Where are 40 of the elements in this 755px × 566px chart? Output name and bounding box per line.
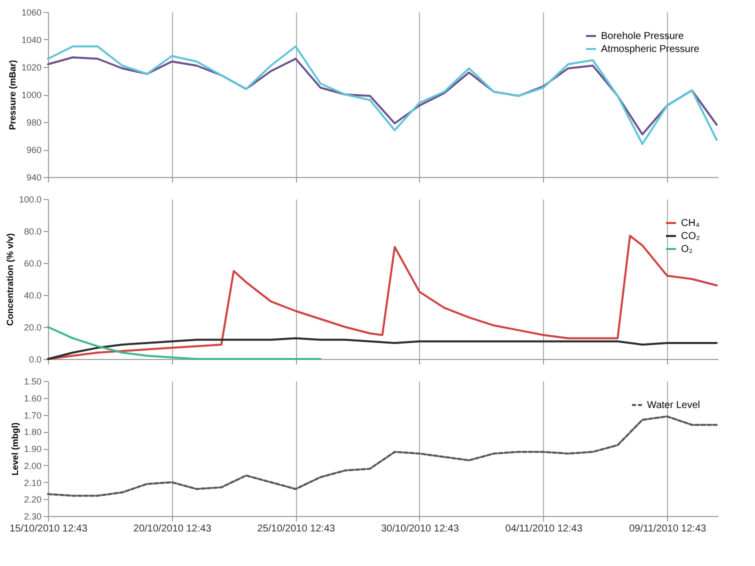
y-axis-title: Pressure (mBar) [7,60,18,130]
y-tick-label: 80.0 [24,226,42,236]
y-axis-title: Concentration (% v/v) [4,233,15,326]
x-tick-label: 25/10/2010 12:43 [257,524,336,534]
y-tick-label: 2.20 [24,494,42,505]
legend-label: Atmospheric Pressure [601,44,700,55]
y-tick-label: 1000 [21,90,42,100]
y-tick-label: 1.80 [24,427,42,438]
x-tick-label: 15/10/2010 12:43 [10,524,88,534]
line-series [47,326,322,360]
y-axis-title: Level (mbgl) [10,422,20,476]
y-tick-label: 60.0 [24,258,42,268]
x-tick-label: 30/10/2010 12:43 [381,524,460,534]
y-tick-label: 1040 [21,35,42,45]
line-series [47,415,718,497]
legend-label: Borehole Pressure [601,31,684,42]
y-tick-label: 1060 [21,8,42,18]
legend-label: CO₂ [681,231,700,242]
y-tick-label: 100.0 [18,194,42,204]
y-tick-label: 2.30 [24,512,42,522]
x-tick-label: 09/11/2010 12:43 [629,524,707,534]
legend-label: O₂ [681,244,693,255]
y-tick-label: 0.0 [28,354,42,364]
y-tick-label: 40.0 [24,290,42,300]
x-tick-label: 04/11/2010 12:43 [505,524,583,534]
y-tick-label: 1.70 [24,410,42,420]
y-tick-label: 2.00 [24,460,42,471]
y-tick-label: 1020 [21,62,42,72]
y-tick-label: 20.0 [24,322,42,332]
line-series [47,45,718,145]
x-tick-label: 20/10/2010 12:43 [133,524,212,534]
legend-label: Water Level [647,400,700,411]
legend-label: CH₄ [681,218,700,229]
y-tick-label: 1.90 [24,444,42,454]
y-tick-label: 2.10 [24,478,42,488]
y-tick-label: 1.50 [24,376,42,386]
y-tick-label: 980 [26,118,42,128]
y-tick-label: 1.60 [24,393,42,404]
y-tick-label: 940 [26,172,42,182]
y-tick-label: 960 [26,145,42,155]
